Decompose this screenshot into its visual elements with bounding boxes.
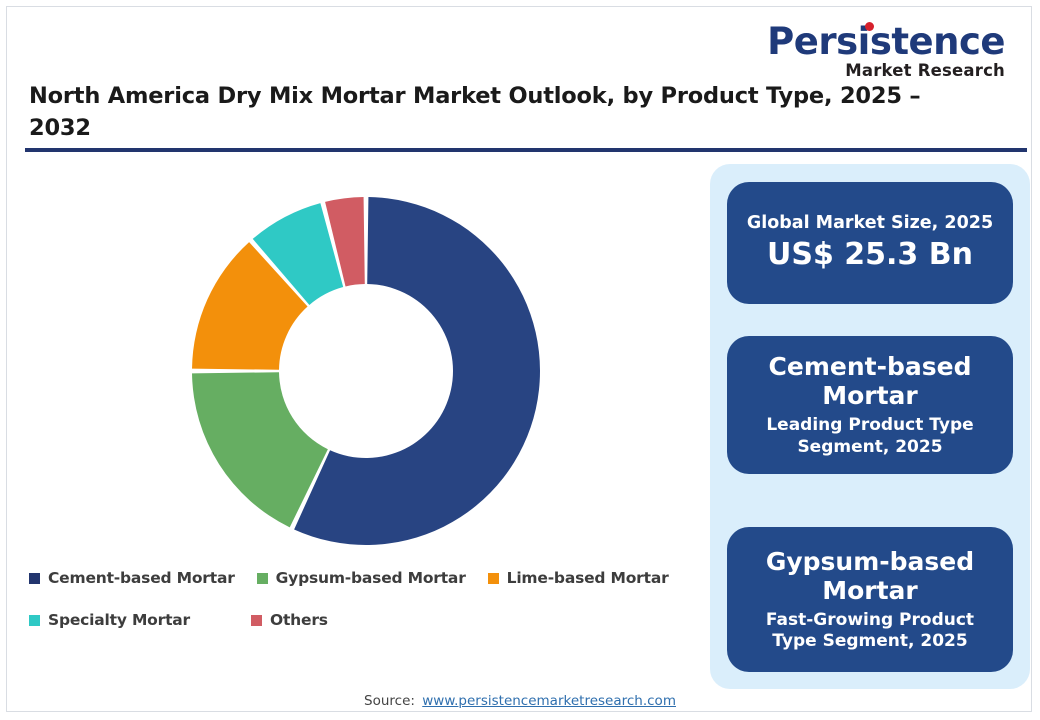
legend-item-others[interactable]: Others xyxy=(251,611,328,629)
chart-container xyxy=(25,162,697,582)
legend-swatch-icon xyxy=(487,573,499,584)
legend-item-gypsum-based-mortar[interactable]: Gypsum-based Mortar xyxy=(256,569,466,587)
card-headline-line-1: Cement-based xyxy=(768,352,972,382)
donut-slice[interactable] xyxy=(192,372,328,528)
card-kicker: Global Market Size, 2025 xyxy=(746,212,994,233)
legend-item-lime-based-mortar[interactable]: Lime-based Mortar xyxy=(487,569,669,587)
card-value: US$ 25.3 Bn xyxy=(767,237,973,273)
card-headline-line-2: Mortar xyxy=(822,575,918,605)
logo-tagline: Market Research xyxy=(845,61,1005,80)
legend-swatch-icon xyxy=(251,615,262,626)
company-logo: Persistence Market Research xyxy=(767,20,1005,80)
donut-slice[interactable] xyxy=(294,197,540,545)
legend-row-1: Cement-based Mortar Gypsum-based Mortar … xyxy=(29,569,709,587)
highlights-panel: Global Market Size, 2025 US$ 25.3 Bn Cem… xyxy=(710,164,1030,689)
source-line: Source: www.persistencemarketresearch.co… xyxy=(7,693,1033,709)
card-note-line-1: Leading Product Type xyxy=(766,415,974,436)
card-fast-growing-segment: Gypsum-based Mortar Fast-Growing Product… xyxy=(727,527,1013,672)
title-divider xyxy=(25,148,1027,152)
legend-label: Lime-based Mortar xyxy=(506,569,669,587)
logo-wordmark-text: Persistence xyxy=(767,20,1005,63)
card-headline-line-2: Mortar xyxy=(822,381,918,411)
legend-label: Gypsum-based Mortar xyxy=(275,569,466,587)
card-global-market-size: Global Market Size, 2025 US$ 25.3 Bn xyxy=(727,182,1013,304)
legend-row-2: Specialty Mortar Others xyxy=(29,611,709,629)
source-label: Source: xyxy=(364,693,415,709)
report-card: Persistence Market Research North Americ… xyxy=(6,6,1032,712)
card-note-line-1: Fast-Growing Product xyxy=(765,609,975,630)
chart-legend: Cement-based Mortar Gypsum-based Mortar … xyxy=(29,569,709,653)
legend-label: Cement-based Mortar xyxy=(48,569,235,587)
donut-chart xyxy=(190,195,542,547)
donut-slice[interactable] xyxy=(192,242,308,370)
legend-item-cement-based-mortar[interactable]: Cement-based Mortar xyxy=(29,569,235,587)
legend-item-specialty-mortar[interactable]: Specialty Mortar xyxy=(29,611,251,629)
page-title: North America Dry Mix Mortar Market Outl… xyxy=(29,83,921,141)
legend-swatch-icon xyxy=(29,573,40,584)
legend-swatch-icon xyxy=(256,573,268,584)
card-note-line-2: Segment, 2025 xyxy=(797,436,943,457)
card-headline-line-1: Gypsum-based xyxy=(765,546,975,576)
donut-slice[interactable] xyxy=(325,197,365,287)
source-link[interactable]: www.persistencemarketresearch.com xyxy=(422,693,676,709)
logo-wordmark: Persistence xyxy=(767,20,1005,63)
card-note-line-2: Type Segment, 2025 xyxy=(772,631,968,651)
donut-slice[interactable] xyxy=(252,203,344,305)
legend-label: Others xyxy=(270,611,328,629)
card-leading-segment: Cement-based Mortar Leading Product Type… xyxy=(727,336,1013,474)
donut-chart-svg xyxy=(192,197,540,545)
legend-swatch-icon xyxy=(29,615,40,626)
logo-red-dot-icon xyxy=(865,22,875,31)
legend-label: Specialty Mortar xyxy=(48,611,190,629)
